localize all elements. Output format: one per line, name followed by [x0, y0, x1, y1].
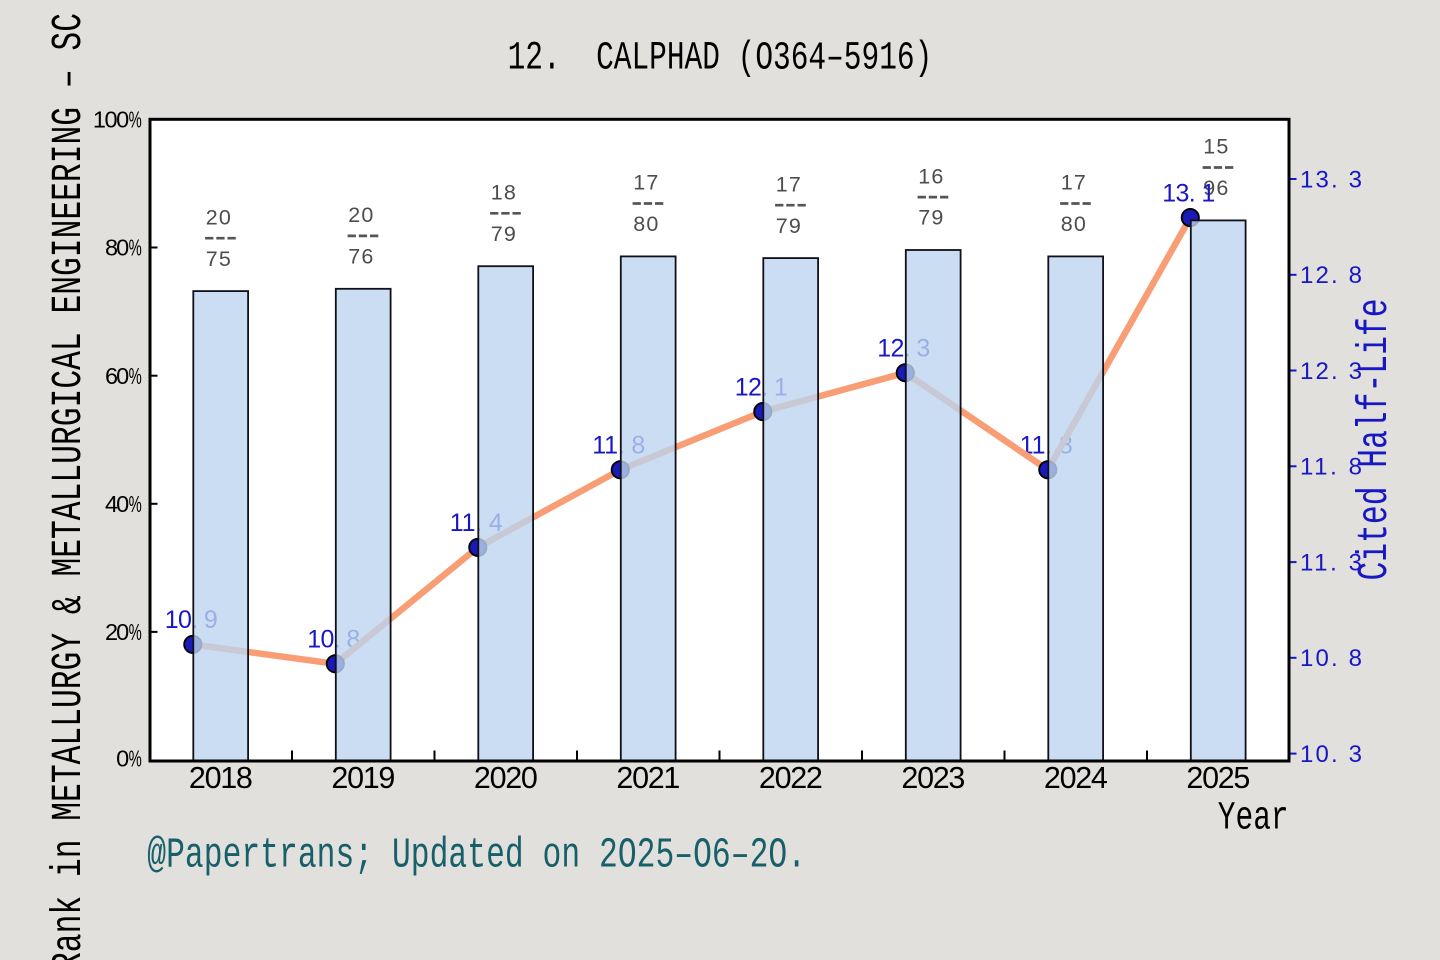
svg-text:%: % [129, 364, 142, 390]
svg-text:%: % [129, 746, 142, 772]
svg-text:2024: 2024 [1044, 761, 1108, 795]
svg-text:2021: 2021 [616, 761, 680, 795]
svg-text:10. 8: 10. 8 [1300, 645, 1362, 672]
svg-text:13. 3: 13. 3 [1300, 166, 1362, 193]
svg-text:Year: Year [1218, 795, 1289, 840]
svg-text:17: 17 [633, 171, 658, 195]
svg-text:2020: 2020 [474, 761, 538, 795]
svg-text:%: % [129, 620, 142, 646]
svg-text:79: 79 [491, 222, 516, 246]
svg-text:100: 100 [93, 107, 129, 133]
svg-text:2022: 2022 [759, 761, 823, 795]
svg-text:2018: 2018 [189, 761, 253, 795]
svg-text:12. CALPHAD (O364–5916): 12. CALPHAD (O364–5916) [508, 36, 933, 81]
svg-text:16: 16 [918, 164, 943, 188]
svg-text:20: 20 [348, 203, 373, 227]
svg-text:11. 3: 11. 3 [1300, 549, 1362, 576]
svg-text:17: 17 [776, 172, 801, 196]
svg-text:80: 80 [1061, 212, 1086, 236]
svg-text:79: 79 [776, 214, 801, 238]
svg-text:2019: 2019 [331, 761, 395, 795]
svg-text:2023: 2023 [901, 761, 965, 795]
svg-text:0: 0 [116, 746, 129, 772]
svg-text:15: 15 [1203, 135, 1228, 159]
svg-text:17: 17 [1061, 171, 1086, 195]
svg-text:13. 1: 13. 1 [1162, 179, 1215, 207]
svg-text:76: 76 [348, 245, 373, 269]
svg-text:10. 3: 10. 3 [1300, 741, 1362, 768]
svg-text:96: 96 [1203, 176, 1228, 200]
svg-text:20: 20 [105, 619, 129, 645]
svg-text:79: 79 [918, 206, 943, 230]
svg-text:18: 18 [491, 181, 516, 205]
svg-text:60: 60 [105, 363, 129, 389]
svg-text:Cited Half-Life: Cited Half-Life [1352, 299, 1400, 581]
svg-text:Rank in METALLURGY & METALLURG: Rank in METALLURGY & METALLURGICAL ENGIN… [46, 13, 94, 960]
svg-text:%: % [129, 235, 142, 261]
svg-text:80: 80 [105, 235, 129, 261]
svg-text:75: 75 [206, 247, 231, 271]
svg-text:11. 8: 11. 8 [1300, 454, 1362, 481]
svg-text:2025: 2025 [1186, 761, 1250, 795]
svg-text:40: 40 [105, 491, 129, 517]
svg-text:80: 80 [633, 212, 658, 236]
svg-text:@Papertrans; Updated on 2O25–O: @Papertrans; Updated on 2O25–O6–2O. [147, 833, 806, 881]
svg-text:20: 20 [206, 205, 231, 229]
svg-text:%: % [129, 492, 142, 518]
svg-text:12. 3: 12. 3 [1300, 358, 1362, 385]
svg-text:%: % [129, 107, 142, 133]
svg-text:12. 8: 12. 8 [1300, 262, 1362, 289]
